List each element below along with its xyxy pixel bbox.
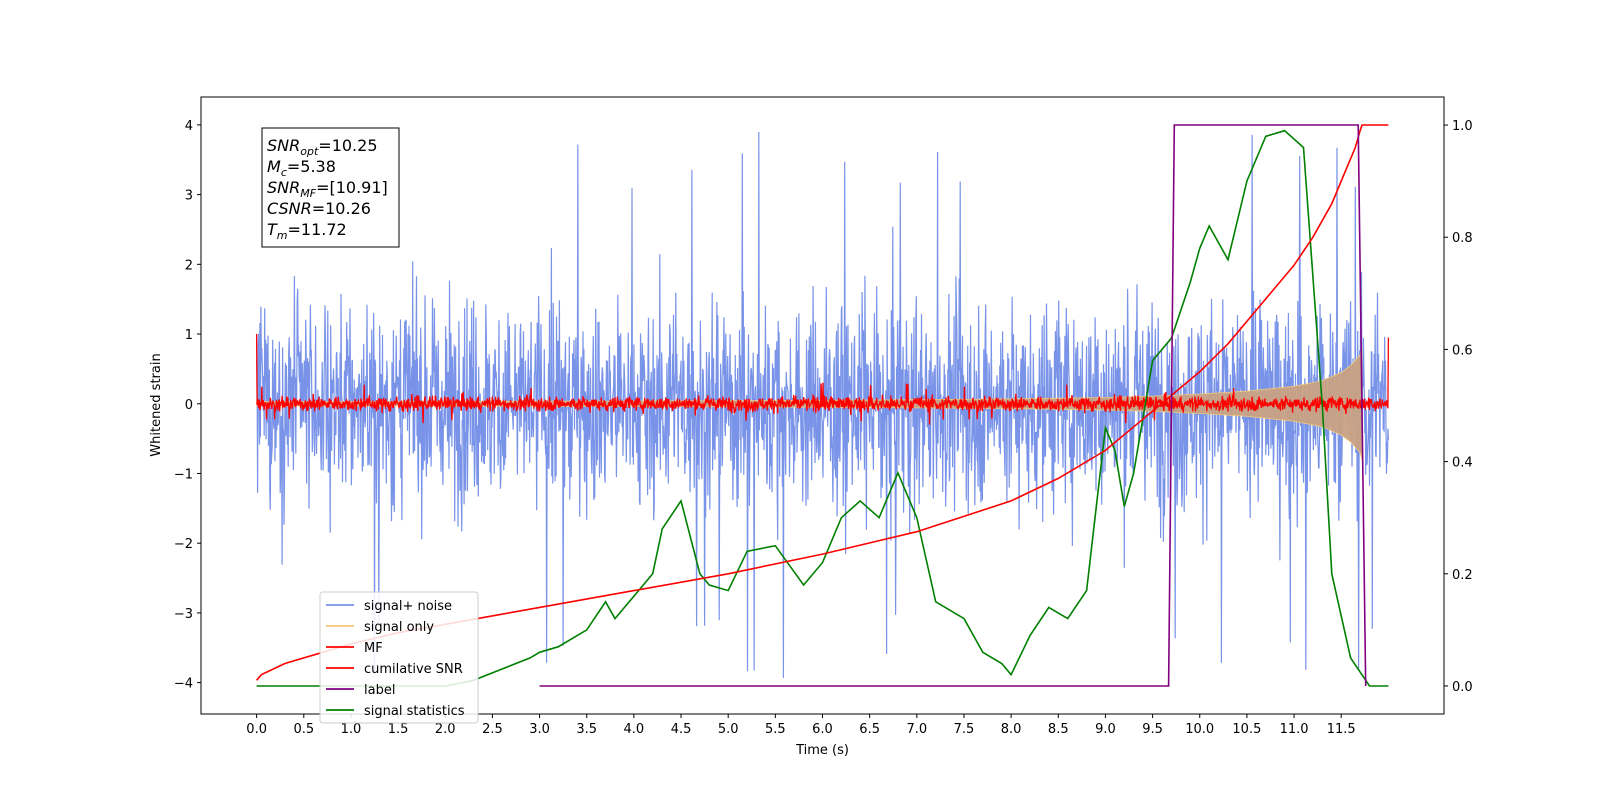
y2-tick-label: 0.2 <box>1452 568 1473 583</box>
legend: signal+ noise signal only MF cumilative SNR… <box>319 591 479 724</box>
y2-tick-label: 0.8 <box>1452 231 1473 246</box>
signal-statistics-line <box>256 129 1389 687</box>
x-tick-label: 5.5 <box>765 722 786 737</box>
y2-tick-label: 0.6 <box>1452 343 1473 358</box>
x-tick-label: 0.5 <box>293 722 314 737</box>
x-tick-label: 8.5 <box>1048 722 1069 737</box>
x-tick-label: 10.5 <box>1232 722 1261 737</box>
y-tick-label: −1 <box>174 467 193 482</box>
mf-line <box>255 333 1390 425</box>
annotation-line: SNRMF=[10.91] <box>267 178 388 200</box>
x-tick-label: 1.0 <box>341 722 362 737</box>
axes-layer: 0.0 0.5 1.0 1.5 2.0 2.5 3.0 3.5 4.0 4.5 5.0 5.5 6.0 6… <box>174 119 1473 737</box>
legend-frame <box>319 591 479 724</box>
x-tick-label: 6.5 <box>859 722 880 737</box>
stats-annotation-box: SNRopt=10.25Mc=5.38SNRMF=[10.91]CSNR=10.… <box>261 127 400 248</box>
x-tick-label: 3.5 <box>576 722 597 737</box>
legend-label: label <box>364 683 395 698</box>
x-tick-label: 0.0 <box>246 722 267 737</box>
annotation-line: Mc=5.38 <box>267 157 336 179</box>
x-tick-label: 2.0 <box>435 722 456 737</box>
x-tick-label: 2.5 <box>482 722 503 737</box>
legend-label: signal+ noise <box>364 599 452 614</box>
x-axis-title: Time (s) <box>795 743 849 758</box>
annotation-line: CSNR=10.26 <box>267 199 371 218</box>
x-tick-label: 7.5 <box>954 722 975 737</box>
x-tick-label: 6.0 <box>812 722 833 737</box>
y-tick-label: 0 <box>185 398 193 413</box>
signal-noise-series <box>256 131 1389 679</box>
label-line <box>539 124 1367 687</box>
legend-label: signal statistics <box>364 704 465 719</box>
y-tick-label: 1 <box>185 328 193 343</box>
y-axis-title: Whitened strain <box>149 353 164 456</box>
x-tick-label: 4.0 <box>624 722 645 737</box>
annotation-line: Tm=11.72 <box>267 220 347 242</box>
x-tick-label: 7.0 <box>906 722 927 737</box>
legend-label: signal only <box>364 620 434 635</box>
y-tick-label: −2 <box>174 537 193 552</box>
y-tick-label: −4 <box>174 677 193 692</box>
annotation-line: SNRopt=10.25 <box>267 136 378 158</box>
x-tick-label: 5.0 <box>718 722 739 737</box>
y-tick-label: 2 <box>185 258 193 273</box>
x-tick-label: 11.0 <box>1280 722 1309 737</box>
legend-label: cumilative SNR <box>364 662 463 677</box>
y2-tick-label: 1.0 <box>1452 119 1473 134</box>
x-tick-label: 4.5 <box>671 722 692 737</box>
y-tick-label: 3 <box>185 189 193 204</box>
x-tick-label: 9.5 <box>1142 722 1163 737</box>
x-tick-label: 3.0 <box>529 722 550 737</box>
legend-label: MF <box>364 641 383 656</box>
x-tick-label: 10.0 <box>1185 722 1214 737</box>
annotation-frame <box>261 127 400 248</box>
mf-series <box>255 333 1390 425</box>
signal-noise-line <box>256 131 1389 679</box>
y-tick-label: −3 <box>174 607 193 622</box>
x-tick-label: 8.0 <box>1001 722 1022 737</box>
y2-tick-label: 0.4 <box>1452 456 1473 471</box>
x-tick-label: 9.0 <box>1095 722 1116 737</box>
x-tick-label: 1.5 <box>388 722 409 737</box>
y-tick-label: 4 <box>185 119 193 134</box>
x-tick-label: 11.5 <box>1327 722 1356 737</box>
y2-tick-label: 0.0 <box>1452 680 1473 695</box>
